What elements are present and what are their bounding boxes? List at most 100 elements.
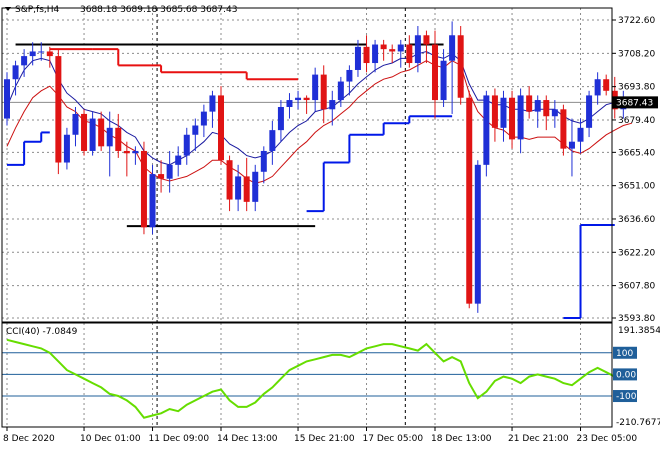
candle bbox=[329, 90, 336, 126]
candle-body bbox=[432, 44, 438, 101]
candle bbox=[414, 26, 421, 73]
candle bbox=[354, 39, 361, 77]
candle bbox=[500, 90, 507, 142]
candle bbox=[577, 118, 584, 154]
ohlc-values: 3688.18 3689.18 3685.68 3687.43 bbox=[80, 5, 237, 15]
candle-body bbox=[149, 174, 156, 228]
candle-body bbox=[29, 51, 36, 57]
candle bbox=[397, 39, 404, 68]
candle bbox=[89, 111, 96, 156]
candle-body bbox=[354, 46, 361, 70]
candle bbox=[106, 111, 113, 177]
candle bbox=[586, 90, 593, 138]
candle-body bbox=[449, 35, 456, 61]
candle-body bbox=[586, 95, 593, 128]
candle-body bbox=[551, 109, 558, 117]
candle bbox=[166, 150, 173, 193]
candle bbox=[277, 100, 284, 142]
candle-body bbox=[389, 49, 396, 52]
candle-body bbox=[175, 155, 182, 165]
candle-body bbox=[491, 95, 498, 128]
candle bbox=[560, 104, 567, 156]
candle-body bbox=[440, 60, 447, 101]
price-tick-label: 3693.80 bbox=[618, 83, 655, 93]
candle bbox=[158, 160, 165, 193]
stop-steps bbox=[7, 48, 615, 319]
cci-label: CCI(40) -7.0849 bbox=[6, 327, 78, 337]
price-axis: 3722.60 3708.20 3693.80 3679.40 3665.40 3651.… bbox=[612, 16, 655, 324]
candle bbox=[149, 164, 156, 235]
candle bbox=[200, 104, 207, 138]
candle bbox=[192, 118, 199, 151]
candle-body bbox=[81, 113, 88, 151]
candle-body bbox=[63, 134, 70, 163]
candle bbox=[568, 118, 575, 177]
cci-level-box bbox=[613, 390, 637, 403]
time-axis: 8 Dec 2020 10 Dec 01:00 11 Dec 09:00 14 Dec… bbox=[3, 427, 637, 444]
candle-body bbox=[329, 100, 336, 110]
candle bbox=[252, 164, 259, 212]
candle bbox=[183, 127, 190, 165]
cci-pane-frame bbox=[1, 322, 613, 428]
candle bbox=[320, 65, 327, 124]
candle-body bbox=[363, 46, 370, 64]
candle bbox=[440, 49, 447, 107]
candle-body bbox=[543, 100, 550, 117]
candle-body bbox=[89, 118, 96, 151]
candle-body bbox=[115, 127, 122, 151]
candle bbox=[209, 90, 216, 128]
candle-body bbox=[252, 171, 259, 202]
candle-body bbox=[226, 160, 233, 200]
cci-level-label: 0.00 bbox=[616, 370, 636, 380]
candle-body bbox=[577, 127, 584, 142]
candle bbox=[81, 109, 88, 156]
candle bbox=[543, 95, 550, 131]
candle-body bbox=[166, 164, 173, 179]
candle bbox=[603, 74, 610, 96]
candle bbox=[337, 76, 344, 107]
price-tick-label: 3708.20 bbox=[618, 49, 655, 59]
time-tick-label: 11 Dec 09:00 bbox=[149, 434, 210, 444]
symbol-label: S&P,fs,H4 bbox=[15, 5, 60, 15]
price-pane-frame bbox=[1, 7, 613, 323]
candle bbox=[123, 141, 130, 177]
candle bbox=[491, 88, 498, 142]
candle-body bbox=[260, 150, 267, 172]
cci-max-label: 191.3854 bbox=[618, 326, 660, 336]
candle-body bbox=[106, 127, 113, 147]
candle-body bbox=[380, 44, 387, 50]
candle-body bbox=[568, 141, 575, 149]
candle bbox=[517, 88, 524, 154]
candle-body bbox=[397, 44, 404, 52]
candle-body bbox=[21, 56, 28, 66]
time-tick-label: 17 Dec 05:00 bbox=[363, 434, 424, 444]
candle-body bbox=[346, 69, 353, 82]
cci-pane[interactable]: CCI(40) -7.0849 100 0.00 -100 191.3854 -210.… bbox=[1, 322, 660, 428]
candle-body bbox=[123, 150, 130, 154]
candle bbox=[132, 146, 139, 165]
candle-body bbox=[209, 95, 216, 112]
candle bbox=[226, 155, 233, 212]
chart-header: S&P,fs,H4 3688.18 3689.18 3685.68 3687.4… bbox=[5, 5, 237, 15]
candle-body bbox=[466, 97, 473, 304]
candle-body bbox=[12, 65, 19, 80]
candle bbox=[474, 160, 481, 313]
candle-body bbox=[72, 113, 79, 135]
candle-body bbox=[423, 35, 430, 45]
cci-level-label: -100 bbox=[616, 392, 637, 402]
candle-body bbox=[372, 44, 379, 64]
candle-body bbox=[603, 79, 610, 91]
cci-line bbox=[6, 338, 632, 419]
candle bbox=[526, 86, 533, 119]
candle-body bbox=[4, 79, 10, 119]
candle bbox=[72, 106, 79, 147]
candle bbox=[38, 42, 45, 61]
candle bbox=[534, 95, 541, 128]
candle bbox=[12, 60, 19, 96]
price-tick-label: 3636.60 bbox=[618, 215, 655, 225]
candle-body bbox=[337, 81, 344, 101]
time-tick-label: 14 Dec 13:00 bbox=[217, 434, 278, 444]
candle bbox=[483, 90, 490, 177]
collapse-arrow-icon[interactable] bbox=[5, 7, 11, 11]
